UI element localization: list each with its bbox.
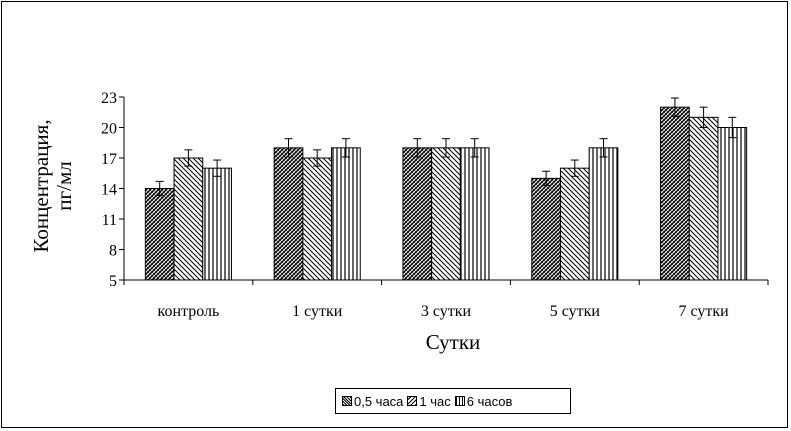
error-bar-series-1 [670, 97, 679, 117]
y-ticks: 5 8 11 14 17 20 23 [101, 90, 124, 290]
error-bar-series-1 [413, 138, 422, 158]
legend-swatch-series-3 [454, 396, 465, 406]
legend-item-series-2: 1 час [407, 393, 451, 409]
y-tick-label: 23 [101, 90, 117, 107]
bar-series-2 [431, 147, 461, 281]
legend-label-series-2: 1 час [419, 393, 451, 409]
x-tick-label: 1 сутки [292, 303, 343, 320]
legend-swatch-series-2 [407, 396, 418, 406]
error-bar-series-3 [728, 116, 737, 139]
bar-series-2 [688, 116, 719, 281]
legend: 0,5 часа 1 час 6 часов [335, 388, 571, 414]
x-tick-label: 7 сутки [678, 303, 729, 320]
y-axis-title: Концентрация, пг/мл [29, 119, 76, 252]
error-bar-series-3 [599, 138, 608, 158]
error-bar-series-3 [213, 159, 222, 177]
x-axis-title: Сутки [426, 330, 481, 354]
x-tick-label: 5 сутки [550, 303, 601, 320]
bar-series-3 [588, 147, 619, 281]
bar-series-2 [302, 157, 333, 281]
bar-series-1 [660, 106, 690, 281]
error-bar-series-2 [570, 159, 579, 177]
bar-series-1 [273, 147, 304, 281]
legend-swatch-series-1 [342, 396, 352, 406]
bar-series-1 [402, 147, 433, 281]
error-bar-series-2 [313, 149, 322, 167]
x-ticks: контроль 1 сутки 3 сутки 5 сутки 7 сутки [123, 280, 769, 320]
error-bar-series-1 [155, 180, 164, 197]
y-tick-label: 11 [102, 212, 117, 229]
bar-series-2 [559, 167, 590, 281]
bar-series-3 [717, 127, 748, 281]
error-bar-series-1 [542, 170, 551, 186]
legend-item-series-1: 0,5 часа [342, 394, 403, 409]
y-axis-title-line2: пг/мл [52, 161, 76, 210]
y-tick-label: 20 [101, 121, 117, 138]
x-tick-label: контроль [158, 303, 220, 320]
bars [144, 106, 748, 281]
error-bar-series-3 [470, 138, 479, 158]
x-tick-label: 3 сутки [421, 303, 472, 320]
y-tick-label: 5 [109, 273, 117, 290]
error-bar-series-3 [341, 138, 350, 158]
y-tick-label: 14 [101, 182, 117, 199]
error-bar-series-2 [699, 106, 708, 128]
legend-item-series-3: 6 часов [454, 393, 513, 409]
error-bar-series-1 [284, 138, 293, 158]
bar-series-1 [531, 177, 561, 281]
y-axis-title-line1: Концентрация, [29, 119, 53, 252]
legend-label-series-3: 6 часов [466, 393, 513, 409]
error-bars [155, 97, 737, 197]
error-bar-series-2 [442, 138, 450, 158]
error-bar-series-2 [184, 149, 193, 167]
y-tick-label: 8 [109, 243, 117, 260]
legend-label-series-1: 0,5 часа [354, 393, 404, 409]
bar-series-2 [173, 157, 204, 281]
bar-series-1 [144, 188, 175, 281]
bar-series-3 [331, 147, 361, 281]
bar-series-3 [202, 167, 232, 281]
bar-series-3 [459, 147, 490, 281]
y-tick-label: 17 [101, 151, 117, 168]
